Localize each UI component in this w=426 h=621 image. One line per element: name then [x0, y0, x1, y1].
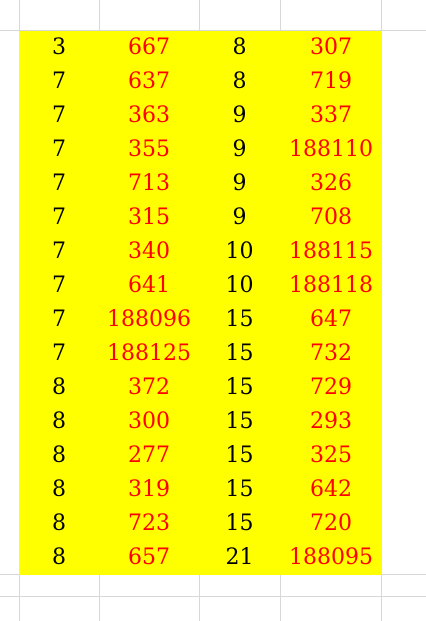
cell-col-3[interactable]: 9: [232, 205, 247, 230]
cell-col-3[interactable]: 15: [225, 443, 254, 468]
cell-col-4[interactable]: 188095: [289, 545, 373, 570]
cell-col-3[interactable]: 15: [225, 375, 254, 400]
cell-col-2[interactable]: 363: [128, 103, 170, 128]
cell-col-2[interactable]: 277: [128, 443, 170, 468]
cell-col-2[interactable]: 723: [128, 511, 170, 536]
cell-col-2[interactable]: 641: [128, 273, 170, 298]
cell-col-2[interactable]: 372: [128, 375, 170, 400]
cell-col-4[interactable]: 293: [310, 409, 352, 434]
cell-col-1[interactable]: 8: [52, 477, 66, 502]
cell-col-4[interactable]: 642: [310, 477, 352, 502]
cell-col-4[interactable]: 188110: [289, 137, 373, 162]
cell-col-3[interactable]: 21: [225, 545, 254, 570]
cell-col-2[interactable]: 188125: [107, 341, 191, 366]
cell-col-2[interactable]: 319: [128, 477, 170, 502]
cell-col-1[interactable]: 8: [52, 409, 66, 434]
cell-col-1[interactable]: 7: [52, 307, 66, 332]
cell-col-2[interactable]: 340: [128, 239, 170, 264]
cell-col-4[interactable]: 732: [310, 341, 352, 366]
cell-col-1[interactable]: 3: [52, 35, 66, 60]
cell-col-1[interactable]: 7: [52, 205, 66, 230]
table-row: 7 355 9 188110: [19, 133, 382, 167]
cell-col-3[interactable]: 9: [232, 137, 247, 162]
cell-col-4[interactable]: 307: [310, 35, 352, 60]
cell-col-2[interactable]: 657: [128, 545, 170, 570]
table-row: 7 188125 15 732: [19, 337, 382, 371]
cell-col-1[interactable]: 8: [52, 375, 66, 400]
grid-row-line: [0, 596, 426, 597]
cell-col-3[interactable]: 9: [232, 171, 247, 196]
table-row: 7 315 9 708: [19, 201, 382, 235]
cell-col-2[interactable]: 637: [128, 69, 170, 94]
table-row: 8 723 15 720: [19, 507, 382, 541]
cell-col-4[interactable]: 708: [310, 205, 352, 230]
cell-col-3[interactable]: 10: [225, 273, 254, 298]
cell-col-4[interactable]: 188115: [289, 239, 373, 264]
cell-col-1[interactable]: 8: [52, 443, 66, 468]
cell-col-3[interactable]: 15: [225, 409, 254, 434]
cell-col-1[interactable]: 7: [52, 239, 66, 264]
table-row: 8 657 21 188095: [19, 541, 382, 575]
cell-col-1[interactable]: 7: [52, 137, 66, 162]
table-row: 3 667 8 307: [19, 31, 382, 65]
table-row: 7 641 10 188118: [19, 269, 382, 303]
cell-col-3[interactable]: 8: [232, 69, 247, 94]
cell-col-1[interactable]: 8: [52, 511, 66, 536]
cell-col-4[interactable]: 337: [310, 103, 352, 128]
table-row: 8 319 15 642: [19, 473, 382, 507]
cell-col-2[interactable]: 315: [128, 205, 170, 230]
cell-col-4[interactable]: 647: [310, 307, 352, 332]
cell-col-1[interactable]: 7: [52, 273, 66, 298]
cell-col-3[interactable]: 15: [225, 307, 254, 332]
cell-col-2[interactable]: 188096: [107, 307, 191, 332]
cell-col-4[interactable]: 719: [310, 69, 352, 94]
table-row: 7 363 9 337: [19, 99, 382, 133]
cell-col-4[interactable]: 326: [310, 171, 352, 196]
cell-col-1[interactable]: 7: [52, 103, 66, 128]
cell-col-3[interactable]: 9: [232, 103, 247, 128]
cell-col-3[interactable]: 10: [225, 239, 254, 264]
cell-col-3[interactable]: 15: [225, 341, 254, 366]
cell-col-3[interactable]: 15: [225, 477, 254, 502]
table-row: 8 300 15 293: [19, 405, 382, 439]
table-row: 8 372 15 729: [19, 371, 382, 405]
table-row: 7 713 9 326: [19, 167, 382, 201]
cell-col-1[interactable]: 7: [52, 69, 66, 94]
cell-col-4[interactable]: 188118: [289, 273, 373, 298]
table-row: 7 340 10 188115: [19, 235, 382, 269]
cell-col-4[interactable]: 325: [310, 443, 352, 468]
cell-col-1[interactable]: 7: [52, 341, 66, 366]
cell-col-3[interactable]: 15: [225, 511, 254, 536]
cell-col-1[interactable]: 7: [52, 171, 66, 196]
cell-col-4[interactable]: 729: [310, 375, 352, 400]
cell-col-3[interactable]: 8: [232, 35, 247, 60]
cell-col-1[interactable]: 8: [52, 545, 66, 570]
table-row: 8 277 15 325: [19, 439, 382, 473]
table-row: 7 637 8 719: [19, 65, 382, 99]
cell-col-2[interactable]: 713: [128, 171, 170, 196]
table-row: 7 188096 15 647: [19, 303, 382, 337]
cell-col-2[interactable]: 355: [128, 137, 170, 162]
cell-col-2[interactable]: 300: [128, 409, 170, 434]
cell-col-4[interactable]: 720: [310, 511, 352, 536]
cell-col-2[interactable]: 667: [128, 35, 170, 60]
highlighted-cell-range[interactable]: 3 667 8 307 7 637 8 719 7 363 9 337 7 355 9 188110 7 713 9…: [19, 31, 382, 575]
